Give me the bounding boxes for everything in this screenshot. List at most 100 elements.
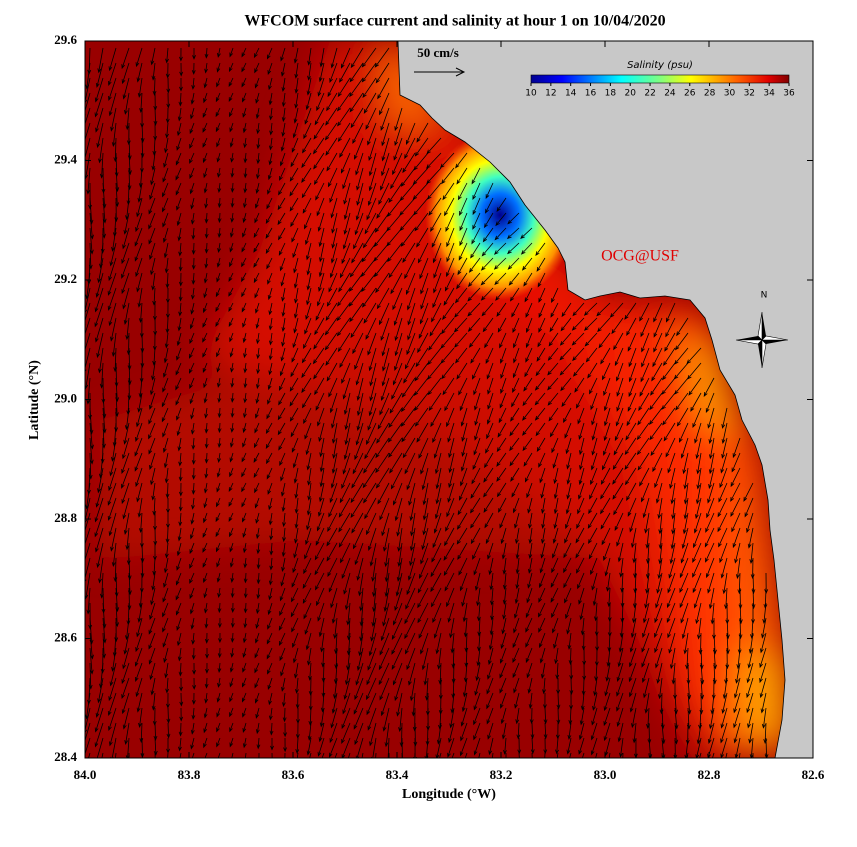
current-vector <box>281 302 286 317</box>
current-vector <box>368 167 377 192</box>
current-vector <box>649 422 663 441</box>
current-vector <box>394 107 403 132</box>
current-vector <box>352 122 364 145</box>
current-vector <box>203 512 208 524</box>
current-vector <box>354 347 364 370</box>
colorbar-tick-label: 24 <box>664 89 676 99</box>
current-vector <box>96 122 104 149</box>
current-vector <box>277 227 286 241</box>
current-vector <box>228 62 234 73</box>
current-vector <box>327 557 338 578</box>
current-vector <box>551 437 559 454</box>
current-vector <box>178 482 183 497</box>
current-vector <box>540 542 546 559</box>
current-vector <box>502 572 507 590</box>
current-vector <box>500 347 507 364</box>
current-vector <box>461 587 468 608</box>
current-vector <box>204 467 209 479</box>
current-vector <box>460 407 468 427</box>
current-vector <box>717 512 728 533</box>
current-vector <box>590 737 598 756</box>
current-vector <box>636 422 650 441</box>
current-vector <box>733 722 741 744</box>
current-vector <box>136 617 143 638</box>
current-vector <box>561 392 572 408</box>
current-vector <box>269 722 274 736</box>
current-vector <box>254 77 260 89</box>
current-vector <box>747 707 754 729</box>
current-vector <box>578 467 585 486</box>
current-vector <box>305 227 312 246</box>
current-vector <box>470 242 481 259</box>
current-vector <box>480 272 494 286</box>
current-vector <box>447 602 455 623</box>
current-vector <box>108 47 117 72</box>
current-vector <box>190 422 195 435</box>
current-vector <box>165 47 169 64</box>
current-vector <box>612 452 624 470</box>
x-tick-label: 83.8 <box>178 767 201 782</box>
current-vector <box>150 467 156 486</box>
current-vector <box>457 182 468 201</box>
current-vector <box>556 752 559 758</box>
current-vector <box>708 422 715 445</box>
current-vector <box>454 332 468 348</box>
current-vector <box>656 662 663 684</box>
current-vector <box>242 437 247 448</box>
current-vector <box>496 452 507 467</box>
current-vector <box>600 482 611 500</box>
current-vector <box>388 182 403 204</box>
current-vector <box>356 407 364 431</box>
colorbar-tick-label: 20 <box>625 89 637 99</box>
current-vector <box>703 377 715 398</box>
current-vector <box>302 197 312 214</box>
current-vector <box>338 272 351 293</box>
current-vector <box>357 392 364 417</box>
current-vector <box>343 212 351 235</box>
current-vector <box>429 317 442 337</box>
current-vector <box>176 332 182 347</box>
current-vector <box>243 377 248 389</box>
current-vector <box>626 407 637 427</box>
current-vector <box>255 617 260 629</box>
current-vector <box>412 167 429 185</box>
current-vector <box>230 197 235 208</box>
current-vector <box>591 572 598 591</box>
current-vector <box>140 542 145 563</box>
current-vector <box>164 257 169 274</box>
current-vector <box>313 152 325 170</box>
current-vector <box>402 437 416 459</box>
current-vector <box>603 392 611 412</box>
current-vector <box>523 452 533 467</box>
current-vector <box>528 512 533 529</box>
current-vector <box>735 557 741 580</box>
current-vector <box>522 407 533 421</box>
current-vector <box>306 452 312 471</box>
current-vector <box>354 212 364 236</box>
current-vector <box>592 587 598 607</box>
current-vector <box>620 602 625 623</box>
current-vector <box>577 572 585 590</box>
current-vector <box>494 227 507 241</box>
current-vector <box>307 467 312 486</box>
current-vector <box>306 737 312 756</box>
current-vector <box>203 77 208 89</box>
current-vector <box>628 347 637 368</box>
current-vector <box>535 422 546 437</box>
current-vector <box>188 347 195 359</box>
current-vector <box>242 512 247 523</box>
current-vector <box>254 677 260 689</box>
current-vector <box>440 152 455 169</box>
current-vector <box>278 377 286 391</box>
current-vector <box>663 422 676 442</box>
current-vector <box>127 377 132 401</box>
current-vector <box>167 752 169 758</box>
current-vector <box>525 332 533 349</box>
current-vector <box>190 722 195 735</box>
current-vector <box>539 467 546 484</box>
current-vector <box>179 677 183 692</box>
current-vector <box>666 602 676 624</box>
current-vector <box>338 527 351 548</box>
current-vector <box>177 632 182 647</box>
current-vector <box>256 542 261 555</box>
